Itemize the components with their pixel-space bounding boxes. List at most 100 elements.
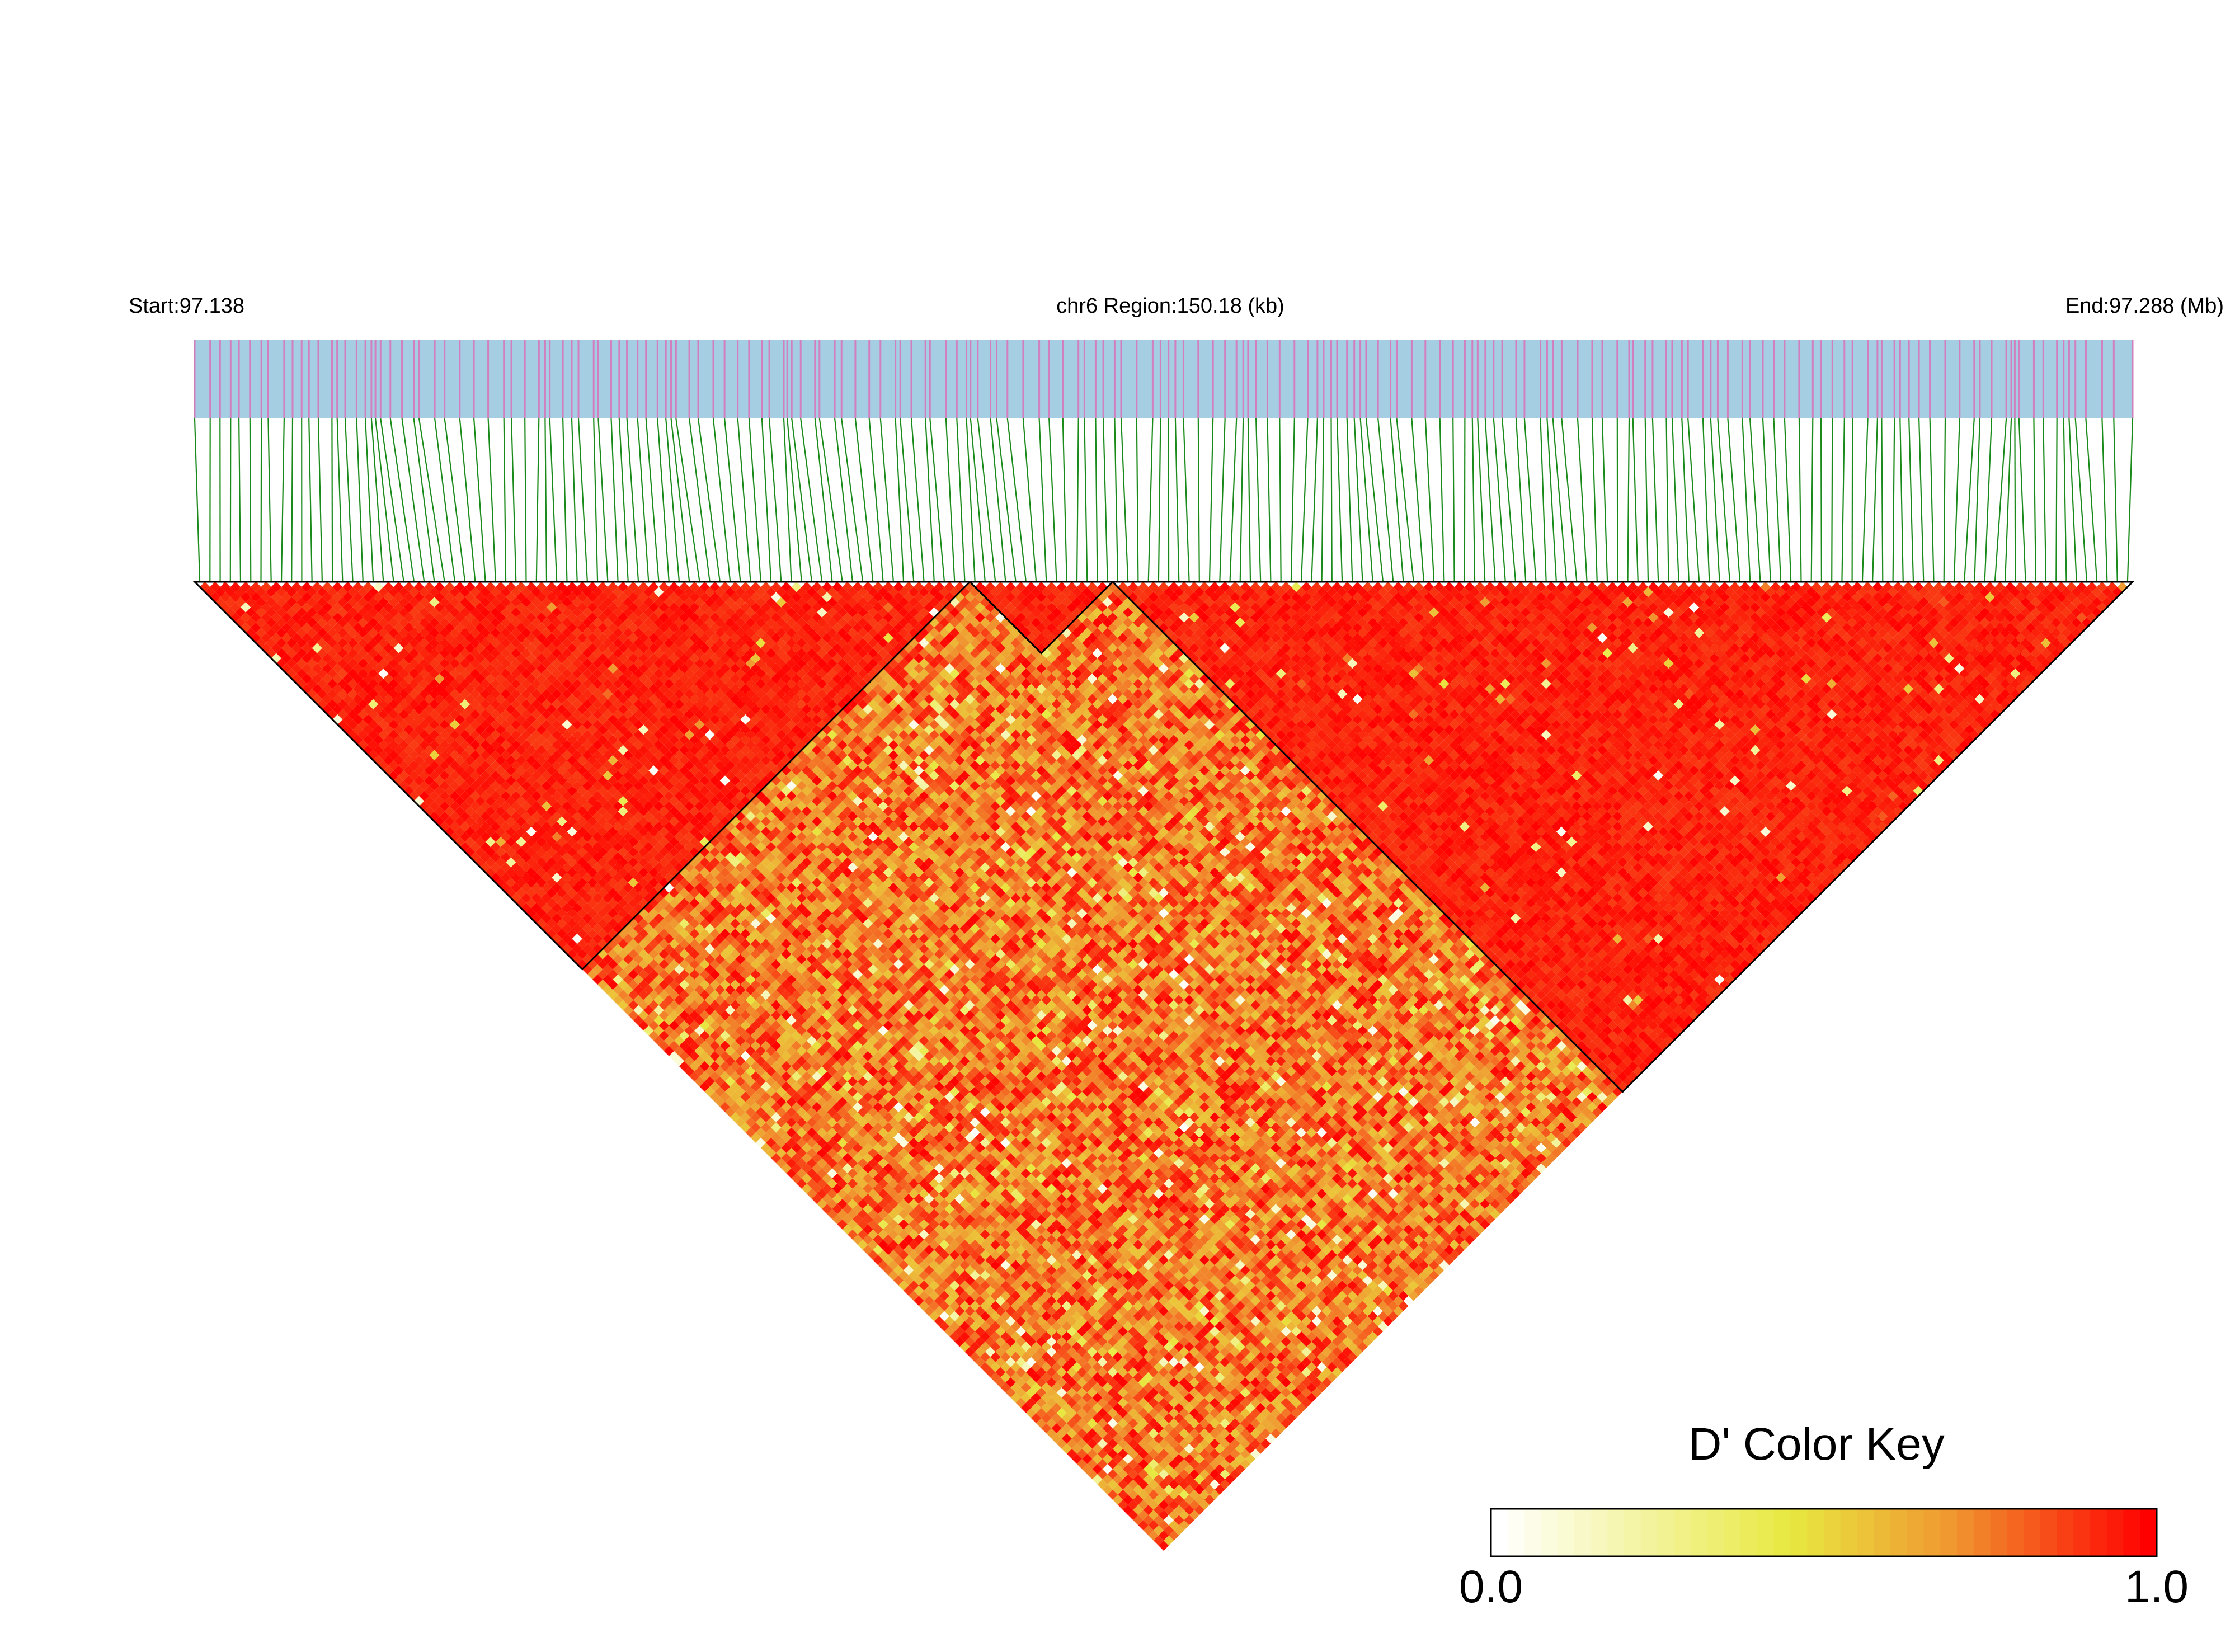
snp-connector <box>1892 418 1895 582</box>
ld-cell <box>975 1347 985 1357</box>
snp-connector <box>895 418 905 582</box>
ld-cell <box>235 607 246 618</box>
ld-cell <box>368 729 379 740</box>
ld-cell <box>995 1377 1006 1388</box>
ld-cell <box>220 582 230 592</box>
ld-cell <box>429 790 440 801</box>
snp-connector <box>966 418 976 582</box>
ld-cell <box>760 1142 771 1153</box>
ld-cell <box>398 770 409 781</box>
ld-cell <box>964 1336 975 1347</box>
ld-cell <box>904 1275 914 1286</box>
snp-connector <box>1411 418 1424 582</box>
ld-cell <box>378 750 389 761</box>
snp-connector <box>2074 418 2088 582</box>
ld-cell <box>557 928 567 939</box>
ld-cell <box>796 1168 807 1179</box>
snp-connector <box>665 418 680 582</box>
snp-connector <box>1616 418 1618 582</box>
snp-connector <box>1841 418 1845 582</box>
snp-connector <box>2043 418 2047 582</box>
ld-cell <box>883 1255 893 1265</box>
ld-cell <box>1138 1510 1149 1521</box>
snp-connector <box>1136 418 1139 582</box>
ld-cell <box>337 709 348 720</box>
snp-connector <box>2126 418 2134 582</box>
ld-cell <box>791 1173 802 1184</box>
ld-cell <box>597 959 608 969</box>
snp-connector <box>473 418 486 582</box>
ld-cell <box>552 913 562 924</box>
ld-cell <box>286 648 297 658</box>
snp-connector <box>956 418 966 582</box>
snp-connector <box>1929 418 1935 582</box>
snp-connector <box>1095 418 1098 582</box>
snp-connector <box>1477 418 1486 582</box>
snp-connector <box>1365 418 1384 582</box>
snp-connector <box>925 418 935 582</box>
ld-cell <box>291 653 302 663</box>
ld-cell <box>939 1321 950 1331</box>
ld-cell <box>454 816 465 827</box>
snp-connector <box>249 418 252 582</box>
ld-cell <box>740 1112 751 1123</box>
ld-cell <box>633 1015 644 1026</box>
ld-cell <box>266 638 276 648</box>
ld-cell <box>750 1122 761 1133</box>
snp-connector <box>317 418 323 582</box>
ld-cell <box>812 1183 822 1194</box>
ld-cell <box>822 1204 832 1215</box>
ld-cell <box>929 1301 939 1311</box>
snp-connector <box>2063 418 2067 582</box>
ld-cell <box>1015 1387 1026 1398</box>
ld-cell <box>547 918 557 929</box>
ld-cell <box>460 831 470 842</box>
ld-cell <box>878 1260 888 1270</box>
ld-cell <box>541 903 552 914</box>
ld-cell <box>449 821 460 832</box>
snp-connector <box>503 418 507 582</box>
snp-connector <box>868 418 884 582</box>
ld-cell <box>302 663 312 674</box>
ld-cell <box>827 1199 837 1209</box>
ld-cell <box>980 1362 991 1372</box>
ld-cell <box>408 770 420 781</box>
snp-connector <box>194 418 201 582</box>
snp-connector <box>1644 418 1649 582</box>
ld-cell <box>547 908 557 919</box>
snp-connector <box>1484 418 1496 582</box>
ld-cell <box>1148 1530 1159 1541</box>
snp-connector <box>1346 418 1353 582</box>
ld-cell <box>246 617 256 628</box>
ld-cell <box>1066 1448 1077 1459</box>
ld-cell <box>781 1163 792 1174</box>
snp-connector <box>970 418 986 582</box>
ld-cell <box>817 1188 827 1199</box>
ld-cell <box>347 729 358 740</box>
ld-cell <box>357 729 368 740</box>
ld-cell <box>863 1245 873 1255</box>
ld-cell <box>1010 1382 1021 1393</box>
ld-cell <box>302 674 312 684</box>
snp-connector <box>1229 418 1238 582</box>
ld-cell <box>755 1127 766 1138</box>
snp-connector <box>356 418 364 582</box>
ld-cell <box>241 612 251 623</box>
snp-connector <box>697 418 721 582</box>
ld-cell <box>511 882 521 893</box>
snp-connector <box>712 418 731 582</box>
ld-cell <box>725 1096 736 1107</box>
snp-connector <box>1632 418 1639 582</box>
snp-connector <box>1076 418 1079 582</box>
snp-connector <box>675 418 700 582</box>
snp-connector <box>1899 418 1904 582</box>
ld-cell <box>562 944 572 954</box>
snp-connector <box>389 418 415 582</box>
ld-cell <box>699 1081 710 1092</box>
ld-cell <box>1133 1515 1144 1526</box>
snp-connector <box>1183 418 1190 582</box>
ld-cell <box>1082 1453 1093 1464</box>
snp-connector <box>1290 418 1295 582</box>
ld-cell <box>699 1071 710 1082</box>
snp-connector <box>291 418 294 582</box>
